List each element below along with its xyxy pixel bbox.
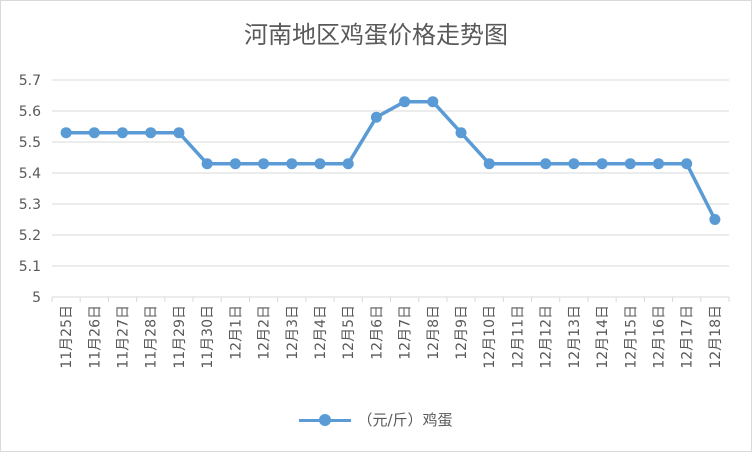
x-tick-label: 12月16日	[651, 305, 667, 369]
x-tick-label: 12月18日	[708, 305, 724, 369]
data-point	[624, 158, 636, 170]
data-point	[568, 158, 580, 170]
data-point	[427, 96, 439, 108]
x-tick-label: 12月7日	[398, 305, 414, 360]
data-point	[173, 127, 185, 139]
data-point	[314, 158, 326, 170]
data-point	[709, 214, 721, 225]
x-tick-label: 12月6日	[369, 305, 385, 360]
data-point	[652, 158, 664, 170]
x-tick-label: 11月28日	[144, 305, 160, 369]
legend-label: （元/斤）鸡蛋	[357, 411, 453, 429]
data-point	[370, 111, 382, 123]
x-tick-label: 12月8日	[426, 305, 442, 360]
x-tick-label: 12月3日	[285, 305, 301, 360]
x-tick-label: 12月1日	[228, 305, 244, 360]
x-tick-label: 12月9日	[454, 305, 470, 360]
data-point	[596, 158, 608, 170]
y-tick-label: 5.7	[19, 73, 41, 89]
x-tick-label: 12月5日	[341, 305, 357, 360]
x-tick-label: 11月30日	[200, 305, 216, 369]
data-point	[145, 127, 157, 139]
data-point	[399, 96, 411, 108]
y-tick-label: 5.4	[19, 166, 41, 182]
x-tick-label: 11月29日	[172, 305, 188, 369]
y-tick-label: 5	[32, 290, 41, 306]
x-tick-label: 12月15日	[623, 305, 639, 369]
data-point	[455, 127, 467, 139]
x-tick-label: 12月4日	[313, 305, 329, 360]
data-point	[117, 127, 129, 139]
legend-line-marker-icon	[299, 412, 352, 428]
legend: （元/斤）鸡蛋	[1, 409, 751, 430]
data-point	[681, 158, 693, 170]
y-tick-label: 5.2	[19, 228, 41, 244]
y-tick-label: 5.3	[19, 197, 41, 213]
data-point	[88, 127, 100, 139]
x-tick-label: 12月13日	[567, 305, 583, 369]
y-tick-label: 5.1	[19, 259, 41, 275]
data-point	[229, 158, 241, 170]
x-tick-label: 11月27日	[116, 305, 132, 369]
x-tick-label: 12月12日	[539, 305, 555, 369]
x-tick-label: 12月10日	[482, 305, 498, 369]
data-point	[342, 158, 354, 170]
x-tick-label: 12月11日	[510, 305, 526, 369]
x-tick-label: 12月14日	[595, 305, 611, 369]
series-line	[66, 99, 717, 221]
data-point	[286, 158, 298, 170]
data-point	[201, 158, 213, 170]
x-tick-label: 11月25日	[59, 305, 75, 369]
data-point	[540, 158, 552, 170]
y-tick-label: 5.6	[19, 104, 41, 120]
data-point	[258, 158, 270, 170]
x-tick-label: 11月26日	[87, 305, 103, 369]
data-point	[60, 127, 72, 139]
y-tick-label: 5.5	[19, 135, 41, 151]
chart-title: 河南地区鸡蛋价格走势图	[244, 21, 508, 49]
data-point	[483, 158, 495, 170]
x-tick-label: 12月2日	[257, 305, 273, 360]
x-tick-label: 12月17日	[680, 305, 696, 369]
